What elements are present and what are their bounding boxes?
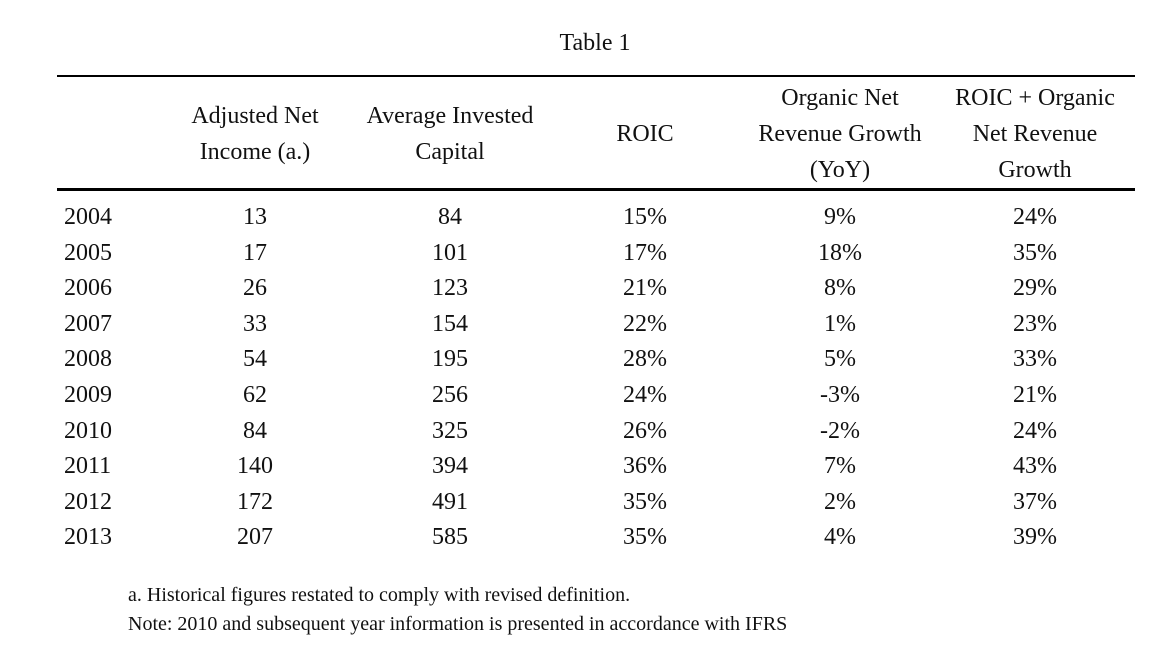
header-label: ROIC + Organic Net Revenue Growth bbox=[955, 85, 1115, 183]
growth-cell: -3% bbox=[820, 381, 860, 408]
sum-cell: 43% bbox=[1013, 453, 1057, 480]
roic-cell: 35% bbox=[623, 524, 667, 551]
table-body: 2004 13 84 15% 9% 24% 2005 17 101 17% 18… bbox=[0, 200, 1174, 556]
income-cell: 140 bbox=[237, 453, 273, 480]
year-cell: 2007 bbox=[64, 310, 112, 337]
table-row: 2007 33 154 22% 1% 23% bbox=[0, 307, 1174, 343]
header-label: Adjusted Net Income (a.) bbox=[191, 103, 319, 165]
income-cell: 84 bbox=[243, 417, 267, 444]
year-cell: 2009 bbox=[64, 381, 112, 408]
growth-cell: 7% bbox=[824, 453, 856, 480]
header-roic-plus-growth: ROIC + Organic Net Revenue Growth bbox=[940, 82, 1130, 186]
roic-cell: 22% bbox=[623, 310, 667, 337]
table-row: 2010 84 325 26% -2% 24% bbox=[0, 414, 1174, 450]
top-rule bbox=[57, 75, 1135, 77]
table-row: 2004 13 84 15% 9% 24% bbox=[0, 200, 1174, 236]
roic-cell: 26% bbox=[623, 417, 667, 444]
year-cell: 2012 bbox=[64, 488, 112, 515]
capital-cell: 84 bbox=[438, 204, 462, 230]
income-cell: 26 bbox=[243, 275, 267, 302]
year-cell: 2013 bbox=[64, 524, 112, 551]
year-cell: 2004 bbox=[64, 204, 112, 230]
income-cell: 17 bbox=[243, 239, 267, 266]
capital-cell: 101 bbox=[432, 239, 468, 266]
header-adjusted-net-income: Adjusted Net Income (a.) bbox=[165, 82, 345, 186]
table-row: 2012 172 491 35% 2% 37% bbox=[0, 485, 1174, 521]
roic-cell: 24% bbox=[623, 381, 667, 408]
growth-cell: 1% bbox=[824, 310, 856, 337]
capital-cell: 195 bbox=[432, 346, 468, 373]
table-title: Table 1 bbox=[559, 30, 631, 56]
year-cell: 2010 bbox=[64, 417, 112, 444]
year-cell: 2006 bbox=[64, 275, 112, 302]
sum-cell: 33% bbox=[1013, 346, 1057, 373]
income-cell: 172 bbox=[237, 488, 273, 515]
sum-cell: 24% bbox=[1013, 204, 1057, 230]
capital-cell: 256 bbox=[432, 381, 468, 408]
sum-cell: 39% bbox=[1013, 524, 1057, 551]
growth-cell: 8% bbox=[824, 275, 856, 302]
capital-cell: 585 bbox=[432, 524, 468, 551]
growth-cell: 4% bbox=[824, 524, 856, 551]
sum-cell: 29% bbox=[1013, 275, 1057, 302]
year-cell: 2011 bbox=[64, 453, 112, 480]
footnote-ifrs: Note: 2010 and subsequent year informati… bbox=[128, 613, 788, 635]
growth-cell: 9% bbox=[824, 204, 856, 230]
header-average-invested-capital: Average Invested Capital bbox=[350, 82, 550, 186]
income-cell: 33 bbox=[243, 310, 267, 337]
table-row: 2011 140 394 36% 7% 43% bbox=[0, 449, 1174, 485]
table-row: 2006 26 123 21% 8% 29% bbox=[0, 271, 1174, 307]
capital-cell: 394 bbox=[432, 453, 468, 480]
capital-cell: 123 bbox=[432, 275, 468, 302]
table-row: 2005 17 101 17% 18% 35% bbox=[0, 236, 1174, 272]
header-organic-net-revenue-growth: Organic Net Revenue Growth (YoY) bbox=[745, 82, 935, 186]
sum-cell: 24% bbox=[1013, 417, 1057, 444]
capital-cell: 154 bbox=[432, 310, 468, 337]
income-cell: 13 bbox=[243, 204, 267, 230]
year-cell: 2005 bbox=[64, 239, 112, 266]
income-cell: 54 bbox=[243, 346, 267, 373]
year-cell: 2008 bbox=[64, 346, 112, 373]
growth-cell: -2% bbox=[820, 417, 860, 444]
roic-cell: 28% bbox=[623, 346, 667, 373]
sum-cell: 37% bbox=[1013, 488, 1057, 515]
sum-cell: 23% bbox=[1013, 310, 1057, 337]
header-label: ROIC bbox=[616, 121, 674, 147]
table-row: 2008 54 195 28% 5% 33% bbox=[0, 342, 1174, 378]
roic-cell: 21% bbox=[623, 275, 667, 302]
roic-cell: 35% bbox=[623, 488, 667, 515]
income-cell: 207 bbox=[237, 524, 273, 551]
roic-cell: 15% bbox=[623, 204, 667, 230]
sum-cell: 21% bbox=[1013, 381, 1057, 408]
header-label: Organic Net Revenue Growth (YoY) bbox=[758, 85, 922, 183]
header-rule bbox=[57, 188, 1135, 191]
capital-cell: 325 bbox=[432, 417, 468, 444]
growth-cell: 2% bbox=[824, 488, 856, 515]
roic-cell: 17% bbox=[623, 239, 667, 266]
sum-cell: 35% bbox=[1013, 239, 1057, 266]
roic-cell: 36% bbox=[623, 453, 667, 480]
growth-cell: 5% bbox=[824, 346, 856, 373]
growth-cell: 18% bbox=[818, 239, 862, 266]
header-roic: ROIC bbox=[560, 82, 730, 186]
income-cell: 62 bbox=[243, 381, 267, 408]
footnote-a: a. Historical figures restated to comply… bbox=[128, 584, 631, 606]
table-row: 2009 62 256 24% -3% 21% bbox=[0, 378, 1174, 414]
header-label: Average Invested Capital bbox=[366, 103, 534, 165]
table-row: 2013 207 585 35% 4% 39% bbox=[0, 520, 1174, 556]
capital-cell: 491 bbox=[432, 488, 468, 515]
